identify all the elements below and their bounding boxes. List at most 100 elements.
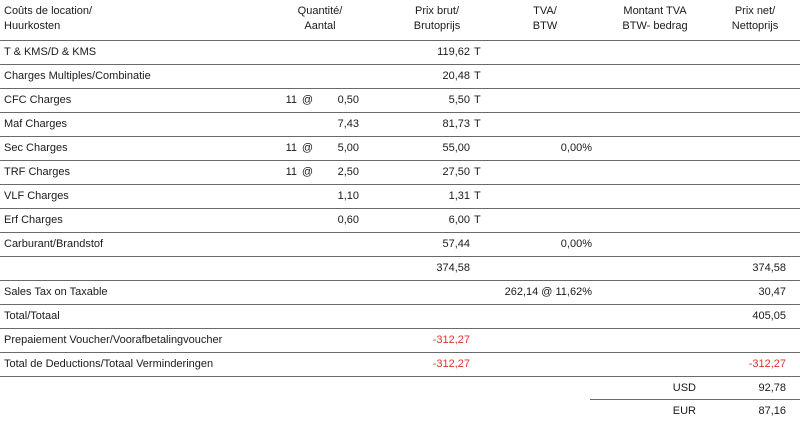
row-price-suffix: T xyxy=(474,190,481,202)
sales-tax-row: Sales Tax on Taxable 262,14 @ 11,62% 30,… xyxy=(0,280,800,304)
sales-tax-tva: 262,14 @ 11,62% xyxy=(504,286,592,298)
row-price: 6,00 xyxy=(448,214,470,226)
row-divider xyxy=(0,232,800,233)
sales-tax-net: 30,47 xyxy=(758,286,786,298)
header-quantity: Quantité/ Aantal xyxy=(275,4,365,34)
row-price-suffix: T xyxy=(474,94,481,106)
row-qty: 1,10 xyxy=(337,190,359,202)
table-row: Carburant/Brandstof 57,44 0,00% xyxy=(0,232,800,256)
row-divider xyxy=(0,88,800,89)
row-label: Charges Multiples/Combinatie xyxy=(4,70,151,82)
row-price-suffix: T xyxy=(474,118,481,130)
row-label: Carburant/Brandstof xyxy=(4,238,104,250)
row-divider xyxy=(0,160,800,161)
row-qty: 5,00 xyxy=(337,142,359,154)
table-row: TRF Charges 11 @ 2,50 27,50 T xyxy=(0,160,800,184)
sales-tax-label: Sales Tax on Taxable xyxy=(4,286,108,298)
row-label: T & KMS/D & KMS xyxy=(4,46,97,58)
row-label: Maf Charges xyxy=(4,118,67,130)
total-row: Total/Totaal 405,05 xyxy=(0,304,800,328)
table-row: Erf Charges 0,60 6,00 T xyxy=(0,208,800,232)
header-quantity-line2: Aantal xyxy=(304,20,336,32)
total-net: 405,05 xyxy=(752,310,786,322)
row-label: Sec Charges xyxy=(4,142,68,154)
header-tva-amount-line1: Montant TVA xyxy=(623,5,687,17)
row-qty-at: @ xyxy=(301,142,313,154)
row-divider xyxy=(0,256,800,257)
row-label: Erf Charges xyxy=(4,214,63,226)
table-header: Coûts de location/ Huurkosten Quantité/ … xyxy=(0,0,800,40)
row-divider xyxy=(0,184,800,185)
row-qty-count: 11 xyxy=(285,142,297,154)
deductions-label: Total de Deductions/Totaal Verminderinge… xyxy=(4,358,214,370)
header-quantity-line1: Quantité/ xyxy=(297,5,343,17)
currency-row-usd: USD 92,78 xyxy=(0,376,800,400)
row-divider xyxy=(0,64,800,65)
currency-amount: 92,78 xyxy=(758,382,786,394)
table-row: T & KMS/D & KMS 119,62 T xyxy=(0,40,800,64)
row-qty: 2,50 xyxy=(337,166,359,178)
subtotal-row: 374,58 374,58 xyxy=(0,256,800,280)
deductions-net: -312,27 xyxy=(748,358,786,370)
header-gross-price: Prix brut/ Brutoprijs xyxy=(392,4,482,34)
currency-divider xyxy=(590,399,800,400)
row-qty-count: 11 xyxy=(285,166,297,178)
row-price: 57,44 xyxy=(442,238,470,250)
header-description: Coûts de location/ Huurkosten xyxy=(4,4,92,34)
row-divider xyxy=(0,328,800,329)
table-row: Charges Multiples/Combinatie 20,48 T xyxy=(0,64,800,88)
header-net-price-line2: Nettoprijs xyxy=(731,20,779,32)
table-row: CFC Charges 11 @ 0,50 5,50 T xyxy=(0,88,800,112)
total-label: Total/Totaal xyxy=(4,310,60,322)
header-description-line2: Huurkosten xyxy=(4,20,61,32)
row-divider xyxy=(0,136,800,137)
table-row: Sec Charges 11 @ 5,00 55,00 0,00% xyxy=(0,136,800,160)
row-divider xyxy=(0,280,800,281)
row-price-suffix: T xyxy=(474,166,481,178)
row-label: TRF Charges xyxy=(4,166,71,178)
header-rule xyxy=(0,40,800,41)
currency-amount: 87,16 xyxy=(758,405,786,417)
table-row: VLF Charges 1,10 1,31 T xyxy=(0,184,800,208)
row-qty-at: @ xyxy=(301,94,313,106)
row-divider xyxy=(0,352,800,353)
row-qty: 0,60 xyxy=(337,214,359,226)
row-price: 81,73 xyxy=(442,118,470,130)
row-divider xyxy=(0,304,800,305)
row-qty-count: 11 xyxy=(285,94,297,106)
header-net-price: Prix net/ Nettoprijs xyxy=(715,4,795,34)
row-label: VLF Charges xyxy=(4,190,69,202)
deductions-row: Total de Deductions/Totaal Verminderinge… xyxy=(0,352,800,376)
row-price: 20,48 xyxy=(442,70,470,82)
row-divider xyxy=(0,208,800,209)
prepaiement-row: Prepaiement Voucher/Voorafbetalingvouche… xyxy=(0,328,800,352)
deductions-price: -312,27 xyxy=(432,358,470,370)
row-tva: 0,00% xyxy=(560,238,592,250)
row-price-suffix: T xyxy=(474,70,481,82)
subtotal-price: 374,58 xyxy=(436,262,470,274)
row-divider xyxy=(0,376,800,377)
row-price: 27,50 xyxy=(442,166,470,178)
header-net-price-line1: Prix net/ xyxy=(734,5,776,17)
row-divider xyxy=(0,112,800,113)
row-qty: 0,50 xyxy=(337,94,359,106)
row-price: 1,31 xyxy=(448,190,470,202)
header-gross-price-line1: Prix brut/ xyxy=(414,5,459,17)
currency-row-eur: EUR 87,16 xyxy=(0,399,800,423)
row-price-suffix: T xyxy=(474,214,481,226)
row-price: 5,50 xyxy=(448,94,470,106)
row-tva: 0,00% xyxy=(560,142,592,154)
header-tva-amount: Montant TVA BTW- bedrag xyxy=(600,4,710,34)
row-price: 119,62 xyxy=(437,46,470,58)
header-tva-line2: BTW xyxy=(532,20,558,32)
prepaiement-price: -312,27 xyxy=(432,334,470,346)
header-gross-price-line2: Brutoprijs xyxy=(413,20,461,32)
row-label: CFC Charges xyxy=(4,94,72,106)
subtotal-net: 374,58 xyxy=(752,262,786,274)
header-tva-amount-line2: BTW- bedrag xyxy=(622,20,688,32)
header-description-line1: Coûts de location/ xyxy=(4,5,93,17)
header-tva-line1: TVA/ xyxy=(533,5,557,17)
header-tva: TVA/ BTW xyxy=(510,4,580,34)
table-row: Maf Charges 7,43 81,73 T xyxy=(0,112,800,136)
currency-code: EUR xyxy=(672,405,696,417)
